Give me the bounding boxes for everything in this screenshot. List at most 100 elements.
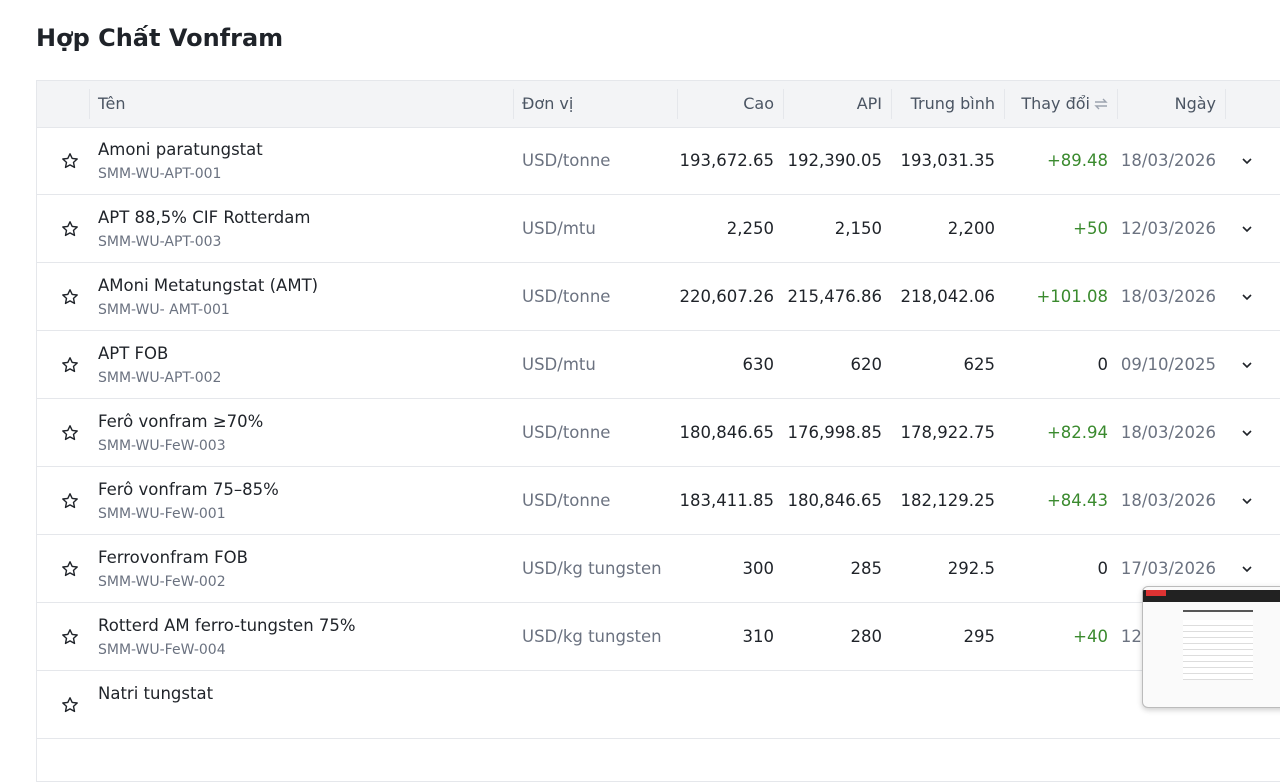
favorite-star[interactable] — [61, 288, 79, 306]
change-value: +82.94 — [1046, 423, 1108, 442]
cell-date: 09/10/2025 — [1120, 355, 1216, 374]
expand-chevron[interactable] — [1241, 291, 1253, 303]
page: Hợp Chất Vonfram Tên Đơn vị Cao API Trung bì… — [36, 24, 1280, 782]
cell-avg: 182,129.25 — [900, 491, 995, 510]
column-divider — [677, 89, 678, 119]
cell-avg: 292.5 — [947, 559, 995, 578]
cell-unit: USD/kg tungsten — [522, 627, 662, 646]
cell-date: 18/03/2026 — [1120, 287, 1216, 306]
change-value: 0 — [1097, 355, 1109, 374]
cell-date: 18/03/2026 — [1120, 151, 1216, 170]
sort-icon[interactable] — [1094, 97, 1108, 111]
cell-high: 630 — [742, 355, 775, 374]
product-name: APT FOB — [98, 344, 169, 363]
thumb-bar — [1143, 590, 1280, 602]
cell-unit: USD/mtu — [522, 355, 596, 374]
cell-api: 180,846.65 — [787, 491, 882, 510]
expand-chevron[interactable] — [1241, 495, 1253, 507]
table-row: Rotterd AM ferro-tungsten 75% SMM-WU-FeW-… — [37, 603, 1280, 671]
cell-api: 620 — [850, 355, 883, 374]
cell-avg: 295 — [963, 627, 996, 646]
page-title: Hợp Chất Vonfram — [36, 24, 284, 52]
cell-unit: USD/kg tungsten — [522, 559, 662, 578]
cell-api: 192,390.05 — [787, 151, 882, 170]
thumb-table — [1183, 620, 1253, 680]
screenshot-thumbnail[interactable] — [1142, 586, 1280, 708]
column-divider — [513, 89, 514, 119]
favorite-star[interactable] — [61, 424, 79, 442]
column-divider — [89, 89, 90, 119]
column-header: Đơn vị — [522, 94, 574, 113]
column-header: Cao — [743, 94, 774, 113]
cell-date: 17/03/2026 — [1120, 559, 1216, 578]
cell-api: 285 — [850, 559, 883, 578]
column-header: Trung bình — [910, 94, 995, 113]
change-value: +101.08 — [1036, 287, 1108, 306]
cell-date: 12/03/2026 — [1120, 219, 1216, 238]
thumb-line — [1183, 610, 1253, 612]
change-value: +84.43 — [1046, 491, 1108, 510]
cell-high: 193,672.65 — [679, 151, 774, 170]
column-divider — [783, 89, 784, 119]
table-row: APT 88,5% CIF Rotterdam SMM-WU-APT-003 USD… — [37, 195, 1280, 263]
product-code: SMM-WU-APT-002 — [98, 370, 222, 386]
favorite-star[interactable] — [61, 628, 79, 646]
price-table: Tên Đơn vị Cao API Trung bình Thay đổi Ngày Am… — [36, 80, 1280, 782]
cell-high: 183,411.85 — [679, 491, 774, 510]
cell-high: 220,607.26 — [679, 287, 774, 306]
cell-unit: USD/mtu — [522, 219, 596, 238]
cell-api: 280 — [850, 627, 883, 646]
change-value: +50 — [1073, 219, 1108, 238]
product-code: SMM-WU-APT-003 — [98, 234, 222, 250]
expand-chevron[interactable] — [1241, 427, 1253, 439]
product-code: SMM-WU-FeW-003 — [98, 438, 226, 454]
product-name: Ferrovonfram FOB — [98, 548, 248, 567]
column-divider — [1117, 89, 1118, 119]
product-code: SMM-WU-FeW-001 — [98, 506, 226, 522]
expand-chevron[interactable] — [1241, 359, 1253, 371]
favorite-star[interactable] — [61, 492, 79, 510]
cell-unit: USD/tonne — [522, 151, 611, 170]
favorite-star[interactable] — [61, 356, 79, 374]
table-row: Ferrovonfram FOB SMM-WU-FeW-002 USD/kg tun… — [37, 535, 1280, 603]
expand-chevron[interactable] — [1241, 563, 1253, 575]
product-name: APT 88,5% CIF Rotterdam — [98, 208, 311, 227]
expand-chevron[interactable] — [1241, 155, 1253, 167]
cell-avg: 625 — [963, 355, 996, 374]
product-name: AMoni Metatungstat (AMT) — [98, 276, 319, 295]
favorite-star[interactable] — [61, 152, 79, 170]
cell-api: 176,998.85 — [787, 423, 882, 442]
favorite-star[interactable] — [61, 560, 79, 578]
column-header: Tên — [98, 94, 126, 113]
product-name: Amoni paratungstat — [98, 140, 263, 159]
change-value: +89.48 — [1046, 151, 1108, 170]
cell-high: 2,250 — [726, 219, 774, 238]
table-row: Amoni paratungstat SMM-WU-APT-001 USD/tonn… — [37, 127, 1280, 195]
column-divider — [1004, 89, 1005, 119]
favorite-star[interactable] — [61, 696, 79, 714]
change-value: 0 — [1097, 559, 1109, 578]
column-divider — [1225, 89, 1226, 119]
product-name: Rotterd AM ferro-tungsten 75% — [98, 616, 356, 635]
product-name: Ferô vonfram ≥70% — [98, 412, 264, 431]
product-code: SMM-WU-FeW-002 — [98, 574, 226, 590]
cell-date: 18/03/2026 — [1120, 491, 1216, 510]
cell-high: 300 — [742, 559, 775, 578]
cell-unit: USD/tonne — [522, 491, 611, 510]
favorite-star[interactable] — [61, 220, 79, 238]
cell-avg: 193,031.35 — [900, 151, 995, 170]
column-header: Thay đổi — [1021, 94, 1090, 113]
table-row: Ferô vonfram 75–85% SMM-WU-FeW-001 USD/ton… — [37, 467, 1280, 535]
column-header: Ngày — [1174, 94, 1216, 113]
product-name: Natri tungstat — [98, 684, 214, 703]
table-row: APT FOB SMM-WU-APT-002 USD/mtu 630 620 625 0 09… — [37, 331, 1280, 399]
product-name: Ferô vonfram 75–85% — [98, 480, 279, 499]
cell-avg: 178,922.75 — [900, 423, 995, 442]
cell-unit: USD/tonne — [522, 287, 611, 306]
cell-api: 215,476.86 — [787, 287, 882, 306]
product-code: SMM-WU-FeW-004 — [98, 642, 226, 658]
expand-chevron[interactable] — [1241, 223, 1253, 235]
cell-api: 2,150 — [834, 219, 882, 238]
cell-unit: USD/tonne — [522, 423, 611, 442]
column-header: API — [856, 94, 882, 113]
